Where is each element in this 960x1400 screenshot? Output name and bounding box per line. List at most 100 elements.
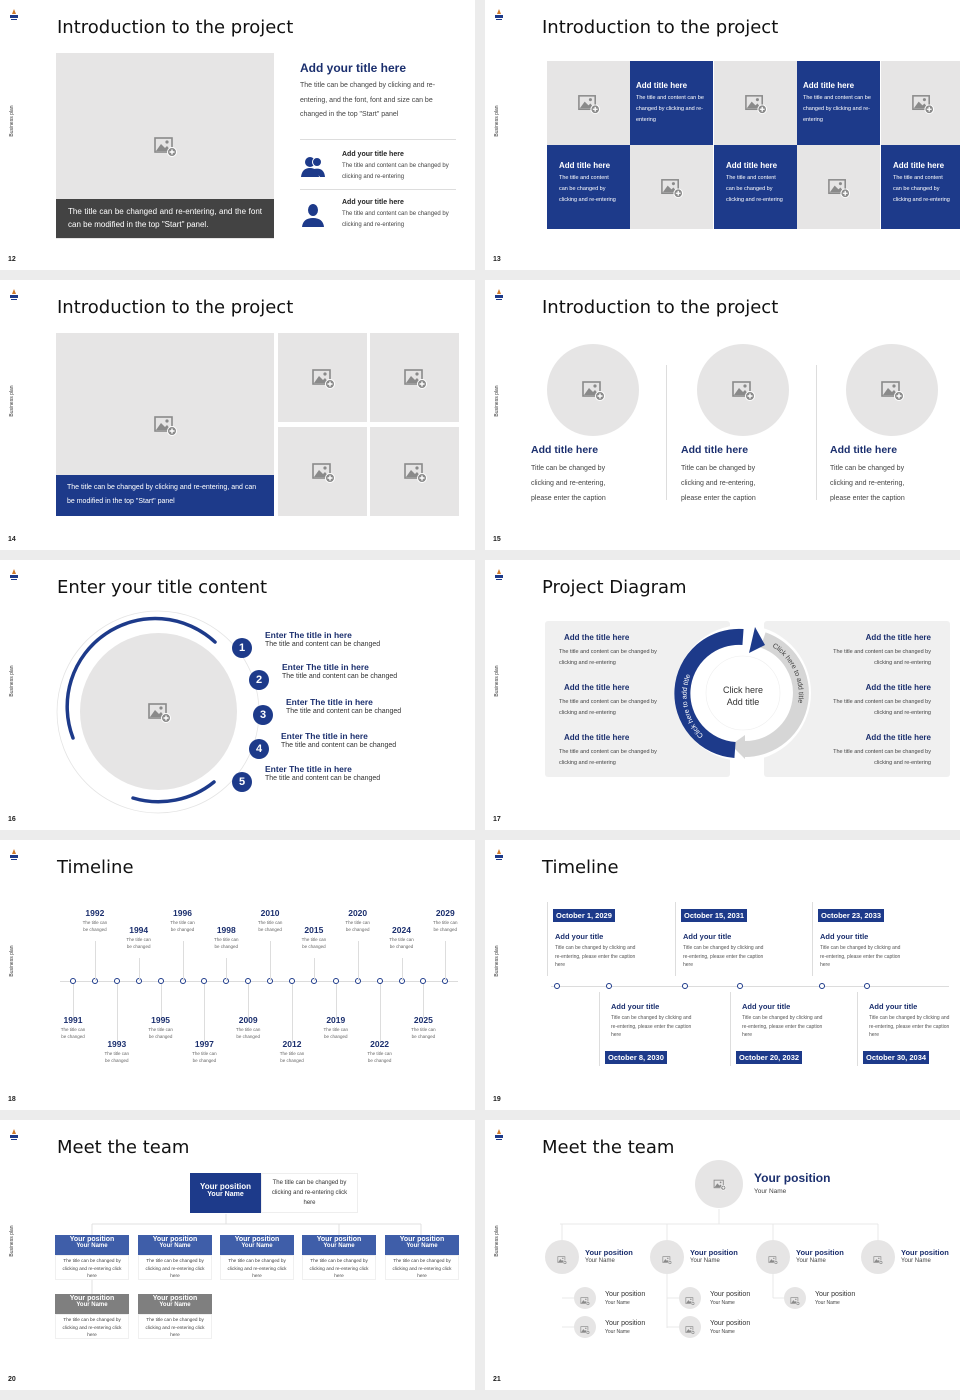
logo-icon <box>9 568 19 580</box>
timeline-node[interactable] <box>737 983 743 989</box>
image-placeholder-circle[interactable] <box>697 344 789 436</box>
timeline-node[interactable] <box>606 983 612 989</box>
timeline-node[interactable] <box>682 983 688 989</box>
image-placeholder[interactable] <box>547 61 630 145</box>
member-card-header[interactable]: Your position Your Name <box>302 1235 376 1255</box>
image-placeholder[interactable] <box>630 145 713 229</box>
slide-title: Project Diagram <box>542 577 687 598</box>
member-name: Your Name <box>76 1302 108 1308</box>
member-photo[interactable] <box>545 1240 579 1274</box>
feature-cell[interactable]: Add title here The title and content can … <box>630 61 713 145</box>
lead-card[interactable]: Your position Your Name <box>190 1173 261 1213</box>
image-placeholder[interactable] <box>278 427 367 516</box>
event-year: 2009 <box>238 1015 258 1025</box>
member-card-header[interactable]: Your position Your Name <box>138 1294 212 1314</box>
timeline-node[interactable] <box>157 978 164 984</box>
event-title: Add your title <box>611 1002 660 1011</box>
image-placeholder[interactable] <box>881 61 960 145</box>
sub-member-name: Your Name <box>605 1300 630 1306</box>
timeline-node[interactable] <box>332 978 339 984</box>
deck-label: Business plan <box>9 105 15 137</box>
timeline-bracket <box>599 992 600 1066</box>
step-number-badge: 1 <box>232 638 252 658</box>
member-photo[interactable] <box>861 1240 895 1274</box>
timeline-node[interactable] <box>245 978 252 984</box>
feature-cell[interactable]: Add title here The title and content can … <box>714 145 797 229</box>
timeline-connector <box>226 958 228 981</box>
event-year: 1994 <box>129 925 149 935</box>
page-number: 15 <box>493 536 501 543</box>
page-number: 17 <box>493 816 501 823</box>
sub-member-photo[interactable] <box>574 1316 596 1338</box>
slide-title: Introduction to the project <box>57 297 294 318</box>
event-text: The title can be changed <box>170 920 195 932</box>
sub-member-position: Your position <box>605 1320 646 1327</box>
member-card-header[interactable]: Your position Your Name <box>138 1235 212 1255</box>
page-number: 14 <box>8 536 16 543</box>
step-text: The title and content can be changed <box>265 641 381 648</box>
feature-cell[interactable]: Add title here The title and content can … <box>547 145 630 229</box>
member-name: Your Name <box>241 1243 273 1249</box>
column-title: Add title here <box>830 444 898 456</box>
timeline-node[interactable] <box>819 983 825 989</box>
image-placeholder-circle[interactable] <box>846 344 938 436</box>
sub-member-photo[interactable] <box>679 1316 701 1338</box>
deck-label: Business plan <box>494 385 500 417</box>
timeline-bracket <box>857 992 858 1066</box>
image-placeholder-icon <box>580 1322 590 1335</box>
image-placeholder[interactable] <box>714 61 797 145</box>
image-placeholder-circle[interactable] <box>547 344 639 436</box>
member-card-header[interactable]: Your position Your Name <box>55 1235 129 1255</box>
sub-member-photo[interactable] <box>574 1287 596 1309</box>
image-placeholder[interactable] <box>370 427 459 516</box>
event-date: October 30, 2034 <box>863 1051 930 1064</box>
member-card-header[interactable]: Your position Your Name <box>55 1294 129 1314</box>
page-number: 18 <box>8 1096 16 1103</box>
timeline-node[interactable] <box>376 978 383 984</box>
image-placeholder[interactable] <box>370 333 459 422</box>
timeline-connector <box>94 941 96 981</box>
image-placeholder[interactable] <box>797 145 880 229</box>
timeline-node[interactable] <box>70 978 76 984</box>
deck-label: Business plan <box>494 105 500 137</box>
step-number-badge: 2 <box>249 670 269 690</box>
timeline-node[interactable] <box>289 978 295 984</box>
image-placeholder-icon <box>403 460 427 484</box>
member-name: Your Name <box>796 1258 826 1264</box>
timeline-node[interactable] <box>554 983 560 989</box>
feature-cell[interactable]: Add title here The title and content can … <box>881 145 960 229</box>
member-photo[interactable] <box>756 1240 790 1274</box>
timeline-node[interactable] <box>864 983 870 989</box>
image-placeholder-icon <box>880 378 904 402</box>
logo-icon <box>9 8 19 20</box>
step-number-badge: 5 <box>232 772 252 792</box>
event-year: 2020 <box>348 908 368 918</box>
member-photo[interactable] <box>650 1240 684 1274</box>
image-placeholder-icon <box>580 1293 590 1306</box>
item-title: Add your title here <box>342 151 404 158</box>
event-text: The title can be changed <box>301 937 327 949</box>
timeline-node[interactable] <box>113 978 120 984</box>
event-date: October 8, 2030 <box>605 1051 667 1064</box>
member-name: Your Name <box>690 1258 720 1264</box>
lead-photo[interactable] <box>695 1160 743 1208</box>
sub-member-photo[interactable] <box>784 1287 806 1309</box>
page-number: 20 <box>8 1376 16 1383</box>
event-text: The title can be changed <box>82 920 108 932</box>
sub-member-photo[interactable] <box>679 1287 701 1309</box>
image-placeholder-circle[interactable] <box>80 633 237 790</box>
lead-name: Your Name <box>754 1188 787 1195</box>
timeline-axis <box>60 981 458 982</box>
member-card-header[interactable]: Your position Your Name <box>220 1235 294 1255</box>
step-number-badge: 4 <box>249 739 269 759</box>
timeline-node[interactable] <box>201 978 208 984</box>
body-text: The title can be changed by clicking and… <box>300 82 436 118</box>
image-placeholder[interactable] <box>278 333 367 422</box>
timeline-node[interactable] <box>420 978 427 984</box>
slide-20: Business plan 20 Meet the team Your positio… <box>0 1120 475 1390</box>
feature-cell[interactable]: Add title here The title and content can … <box>797 61 880 145</box>
member-card-header[interactable]: Your position Your Name <box>385 1235 459 1255</box>
image-placeholder-icon <box>147 700 171 724</box>
slide-13: Business plan 13 Introduction to the proje… <box>485 0 960 270</box>
logo-icon <box>9 848 19 860</box>
